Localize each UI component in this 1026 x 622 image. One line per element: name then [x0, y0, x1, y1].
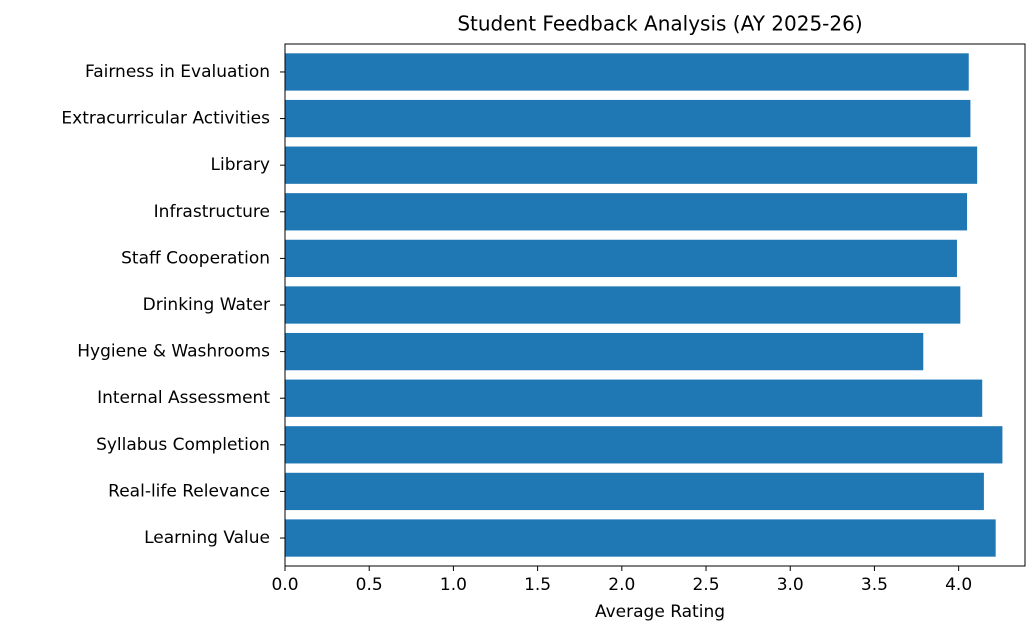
- x-tick-label: 3.5: [861, 575, 888, 595]
- y-tick-label: Drinking Water: [143, 295, 270, 315]
- x-tick-label: 2.0: [608, 575, 635, 595]
- y-tick-label: Hygiene & Washrooms: [77, 342, 270, 362]
- bar: [285, 193, 968, 231]
- x-axis-label: Average Rating: [595, 602, 725, 622]
- y-tick-label: Infrastructure: [154, 202, 270, 222]
- y-tick-label: Fairness in Evaluation: [85, 62, 270, 82]
- x-tick-label: 3.0: [777, 575, 804, 595]
- x-tick-label: 1.5: [524, 575, 551, 595]
- x-tick-label: 4.0: [945, 575, 972, 595]
- bar: [285, 332, 924, 371]
- bar: [285, 99, 971, 138]
- bar: [285, 472, 984, 511]
- y-tick-label: Learning Value: [144, 528, 270, 548]
- y-tick-label: Staff Cooperation: [121, 248, 270, 268]
- bar: [285, 53, 969, 91]
- bar: [285, 239, 957, 278]
- y-tick-label: Real-life Relevance: [108, 481, 270, 501]
- y-tick-label: Internal Assessment: [97, 388, 270, 408]
- y-tick-label: Syllabus Completion: [96, 435, 270, 455]
- x-tick-label: 1.0: [440, 575, 467, 595]
- bar: [285, 519, 996, 557]
- chart-title: Student Feedback Analysis (AY 2025-26): [457, 12, 862, 36]
- x-tick-label: 0.5: [356, 575, 383, 595]
- y-tick-label: Library: [211, 155, 270, 175]
- x-tick-label: 2.5: [692, 575, 719, 595]
- bar: [285, 146, 978, 184]
- x-tick-label: 0.0: [271, 575, 298, 595]
- y-tick-label: Extracurricular Activities: [61, 109, 270, 129]
- bar: [285, 286, 961, 324]
- bar: [285, 379, 983, 417]
- plot-frame: [284, 43, 1026, 567]
- bar: [285, 426, 1003, 464]
